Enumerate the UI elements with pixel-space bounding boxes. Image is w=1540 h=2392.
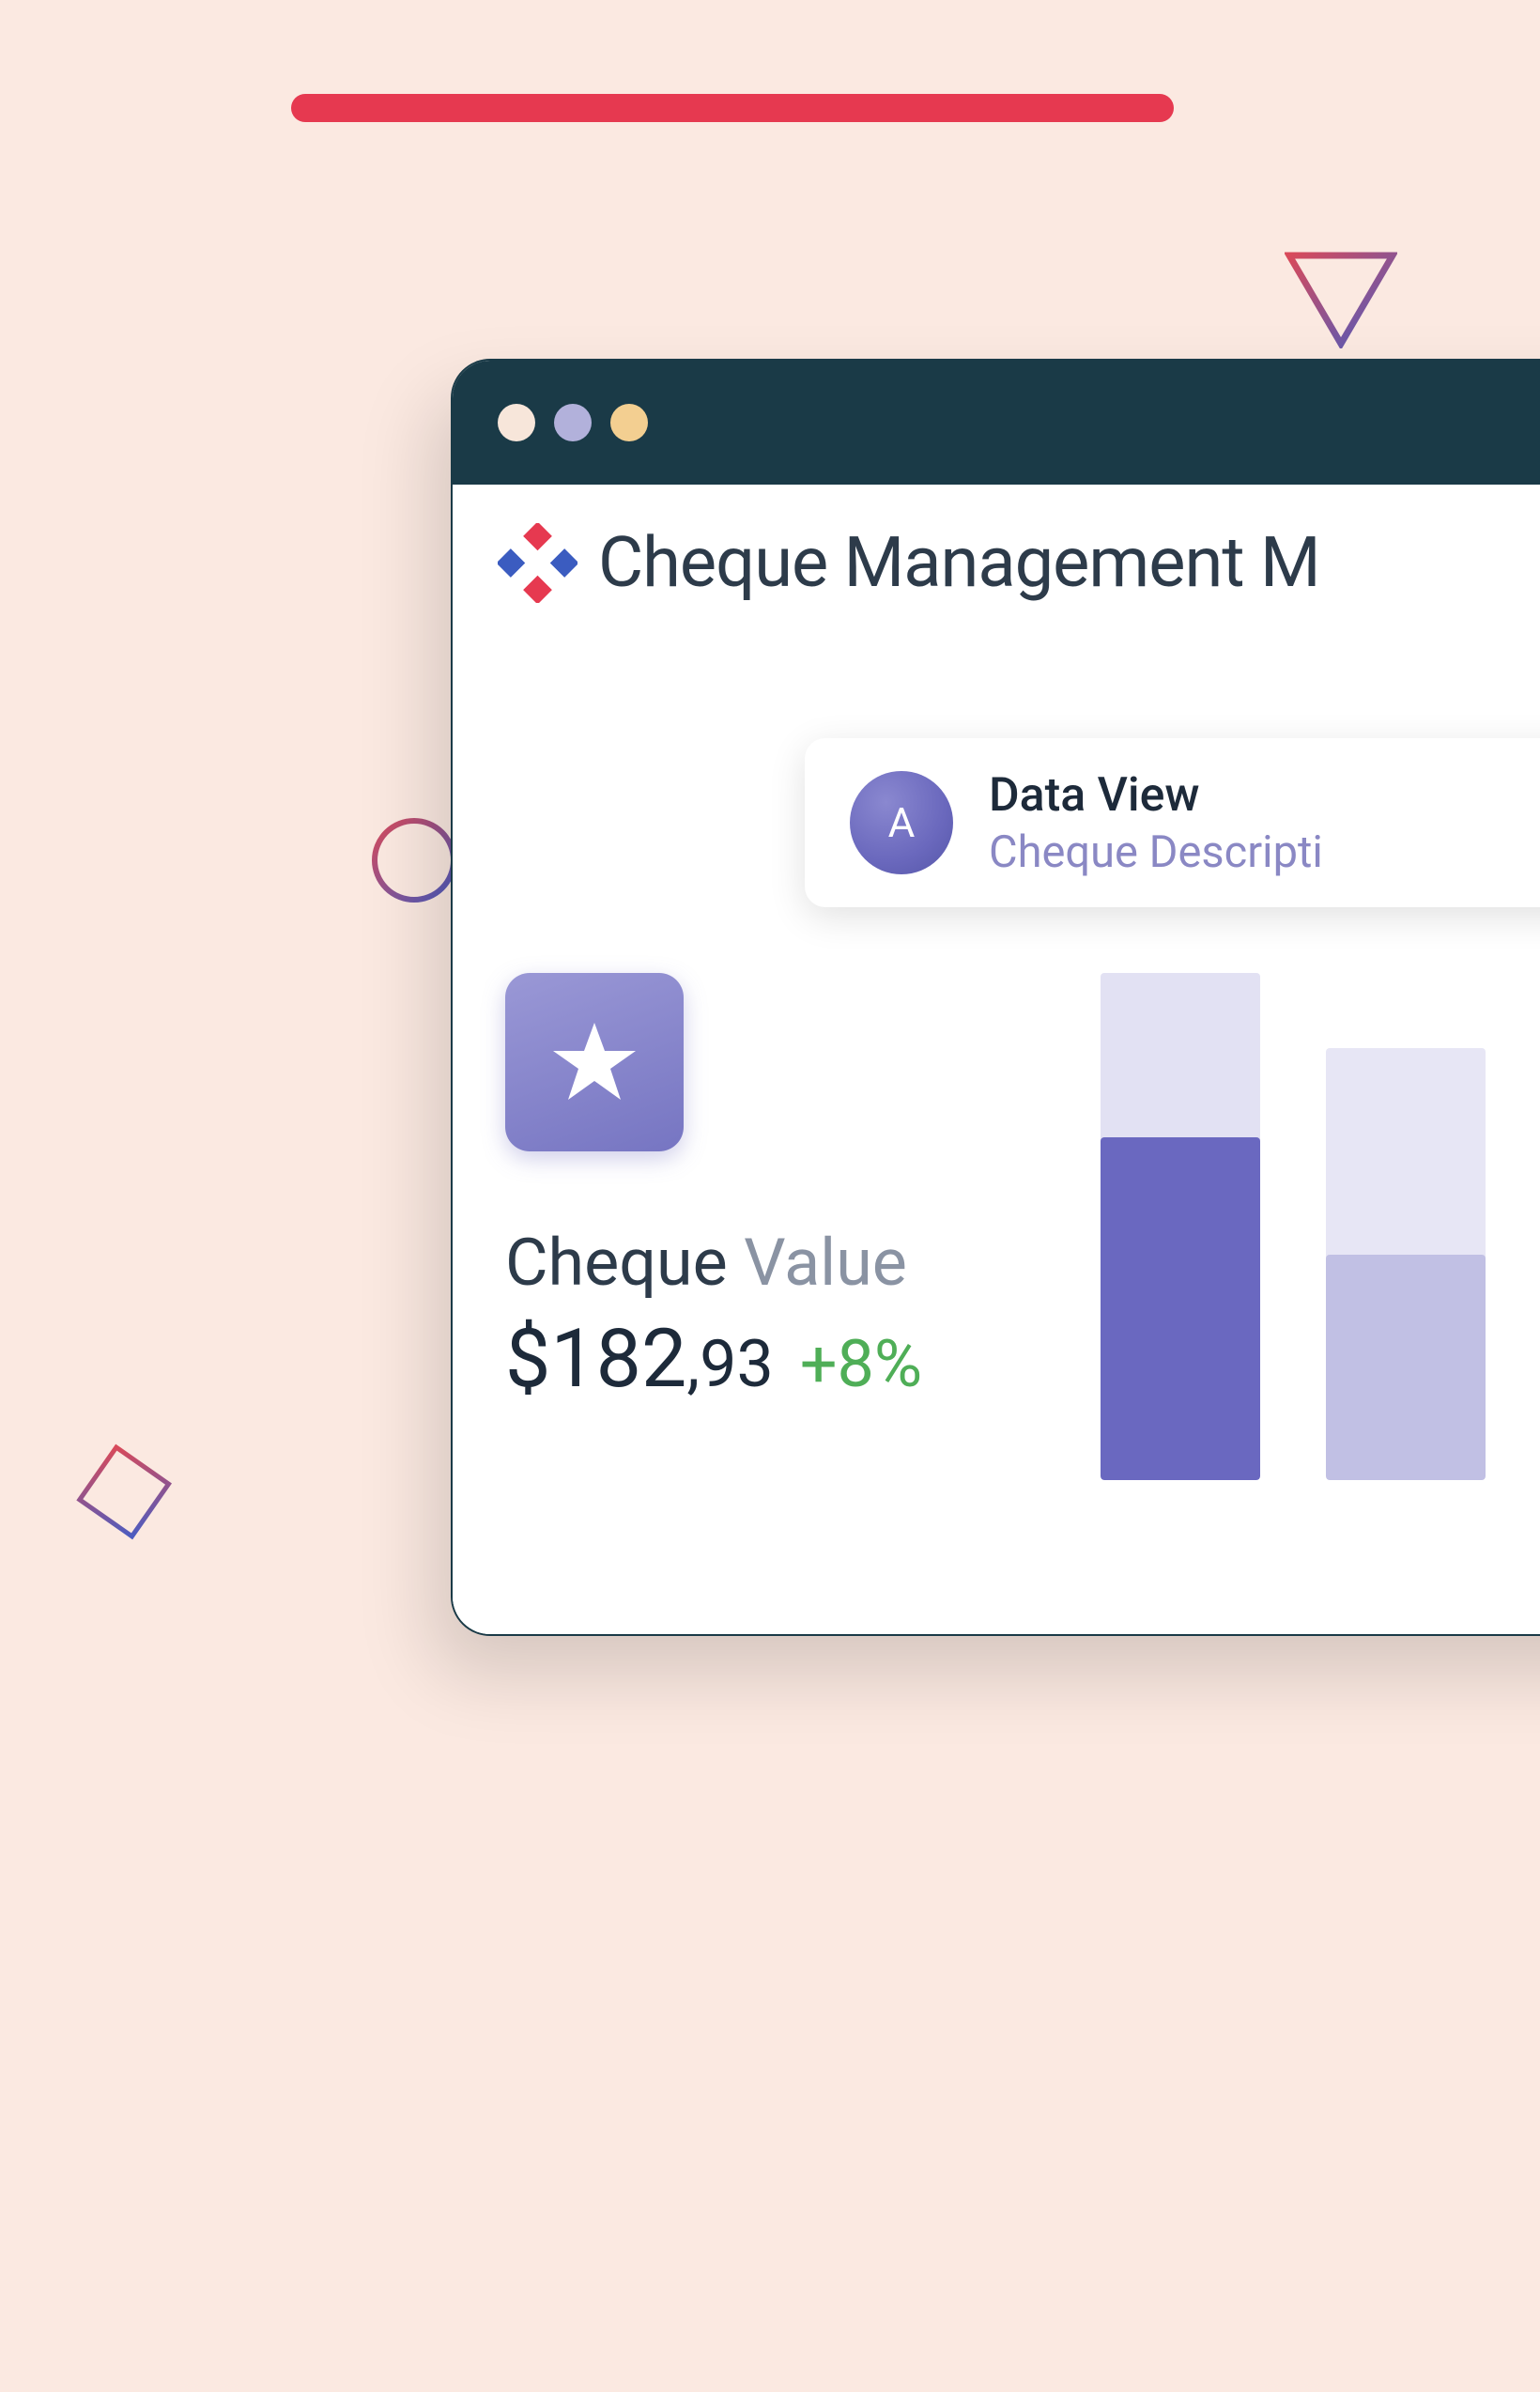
star-icon — [547, 1015, 641, 1109]
chart-bar — [1101, 973, 1260, 1480]
cheque-value-amount: $182,93 — [505, 1311, 774, 1406]
cheque-value-label-word2: Value — [744, 1225, 907, 1302]
app-header: Cheque Management M — [498, 522, 1540, 604]
cheque-value-currency: $ — [505, 1311, 550, 1406]
cheque-value-delta: +8% — [800, 1326, 922, 1403]
data-view-subtitle: Cheque Descripti — [989, 826, 1323, 878]
cheque-value-row: $182,93 +8% — [505, 1311, 922, 1406]
cheque-value-label-word1: Cheque — [505, 1225, 728, 1302]
star-tile-button[interactable] — [505, 973, 684, 1151]
cheque-value-whole: 182 — [550, 1311, 686, 1406]
cheque-value-cents: 93 — [700, 1326, 774, 1403]
data-view-text: Data View Cheque Descripti — [989, 768, 1323, 878]
decorative-diamond-icon — [62, 1428, 187, 1553]
chart-bar-track — [1101, 973, 1260, 1480]
window-maximize-button[interactable] — [610, 404, 648, 441]
window-titlebar — [453, 361, 1540, 485]
avatar-badge: A — [850, 771, 953, 874]
window-content: Cheque Management M A Data View Cheque D… — [453, 485, 1540, 1634]
bar-chart — [1101, 954, 1540, 1480]
app-window: Cheque Management M A Data View Cheque D… — [451, 359, 1540, 1636]
app-logo-icon — [498, 523, 578, 603]
cheque-value-label: Cheque Value — [505, 1225, 922, 1302]
data-view-title: Data View — [989, 768, 1323, 823]
window-close-button[interactable] — [498, 404, 535, 441]
window-minimize-button[interactable] — [554, 404, 592, 441]
cheque-value-block: Cheque Value $182,93 +8% — [505, 1225, 922, 1406]
chart-bar-track — [1326, 1048, 1486, 1480]
cheque-value-sep: , — [686, 1326, 700, 1403]
app-title: Cheque Management M — [598, 522, 1320, 604]
decorative-circle-icon — [371, 817, 457, 903]
decorative-red-bar — [291, 94, 1174, 122]
data-view-card[interactable]: A Data View Cheque Descripti — [805, 738, 1540, 907]
chart-bar-fill — [1326, 1255, 1486, 1480]
chart-bar — [1326, 1048, 1486, 1480]
chart-bar-fill — [1101, 1137, 1260, 1480]
